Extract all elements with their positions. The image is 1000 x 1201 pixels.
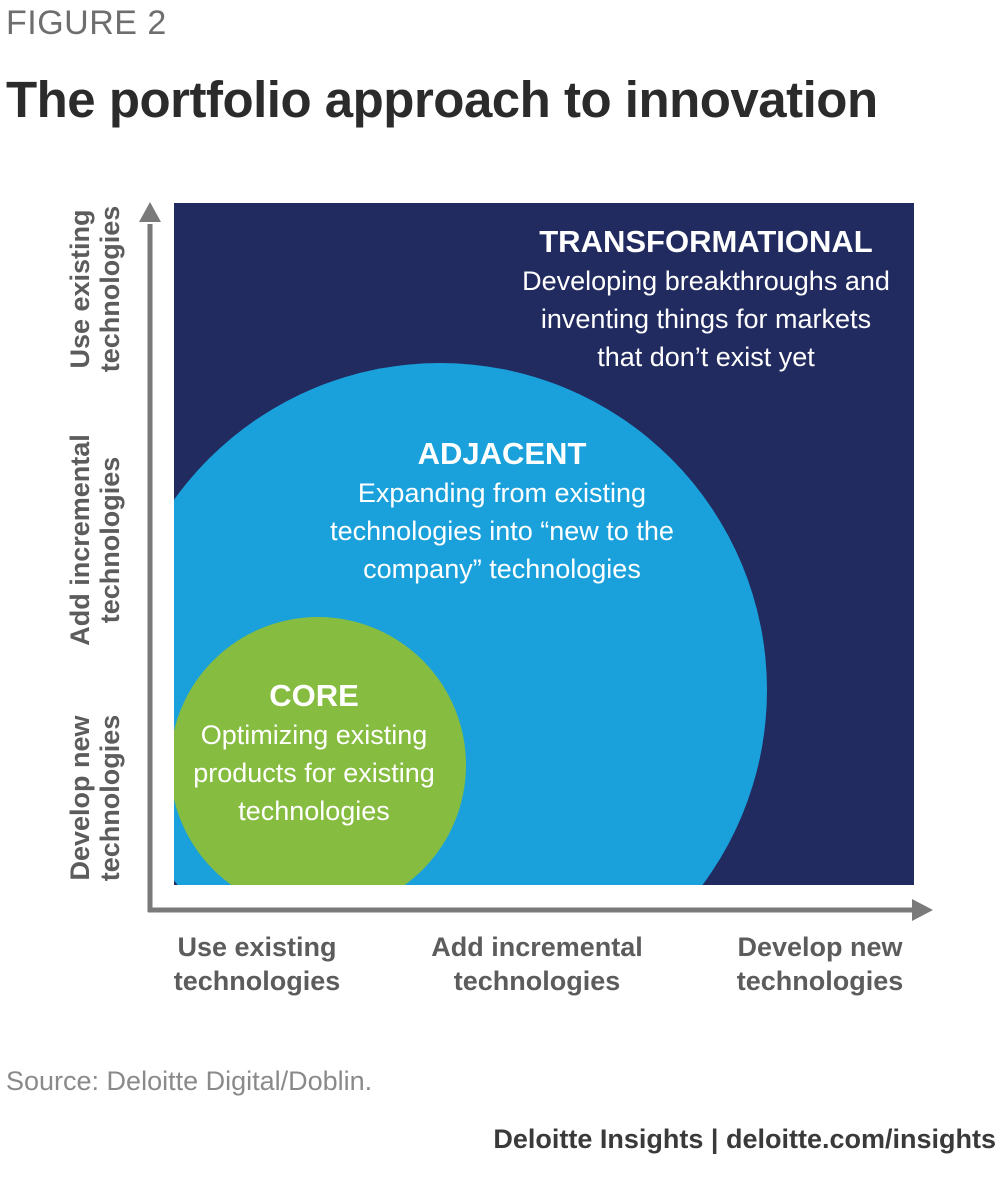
credit-line: Deloitte Insights | deloitte.com/insight… — [493, 1124, 996, 1154]
x-axis-arrowhead — [912, 899, 933, 921]
adjacent-title: ADJACENT — [417, 436, 587, 471]
adjacent-desc-line2: technologies into “new to the — [330, 516, 674, 546]
core-desc-line3: technologies — [238, 796, 390, 826]
x-tick-line1: Add incremental — [431, 932, 643, 962]
transformational-label: TRANSFORMATIONAL Developing breakthrough… — [486, 222, 926, 376]
y-tick-line2: technologies — [95, 456, 125, 624]
transformational-desc-line1: Developing breakthroughs and — [522, 266, 890, 296]
y-tick-line1: Develop new — [65, 715, 95, 881]
core-label: CORE Optimizing existing products for ex… — [164, 676, 464, 830]
figure-title: The portfolio approach to innovation — [6, 71, 878, 128]
core-desc-line1: Optimizing existing — [200, 720, 428, 750]
y-tick-line2: technologies — [95, 205, 125, 373]
x-tick-line2: technologies — [736, 966, 904, 996]
x-tick-use-existing: Use existing technologies — [122, 930, 392, 998]
x-tick-line1: Use existing — [177, 932, 337, 962]
core-region — [174, 617, 466, 885]
x-tick-develop-new: Develop new technologies — [685, 930, 955, 998]
x-tick-line2: technologies — [173, 966, 341, 996]
adjacent-desc-line3: company” technologies — [363, 554, 641, 584]
adjacent-desc-line1: Expanding from existing — [357, 478, 647, 508]
y-tick-line1: Use existing — [65, 209, 95, 369]
transformational-desc-line3: that don’t exist yet — [597, 342, 815, 372]
source-note: Source: Deloitte Digital/Doblin. — [6, 1066, 373, 1096]
y-tick-add-incremental: Add incremental technologies — [65, 410, 125, 670]
y-tick-use-existing: Use existing technologies — [65, 159, 125, 419]
x-tick-line1: Develop new — [737, 932, 903, 962]
y-tick-line2: technologies — [95, 714, 125, 882]
y-tick-develop-new: Develop new technologies — [65, 668, 125, 928]
y-axis-arrowhead — [139, 202, 161, 222]
x-tick-add-incremental: Add incremental technologies — [402, 930, 672, 998]
adjacent-label: ADJACENT Expanding from existing technol… — [292, 434, 712, 588]
x-tick-line2: technologies — [453, 966, 621, 996]
y-tick-line1: Add incremental — [65, 434, 95, 646]
figure-label: FIGURE 2 — [6, 4, 167, 42]
transformational-desc-line2: inventing things for markets — [540, 304, 872, 334]
core-title: CORE — [269, 678, 359, 713]
core-desc-line2: products for existing — [193, 758, 435, 788]
transformational-title: TRANSFORMATIONAL — [539, 224, 873, 259]
